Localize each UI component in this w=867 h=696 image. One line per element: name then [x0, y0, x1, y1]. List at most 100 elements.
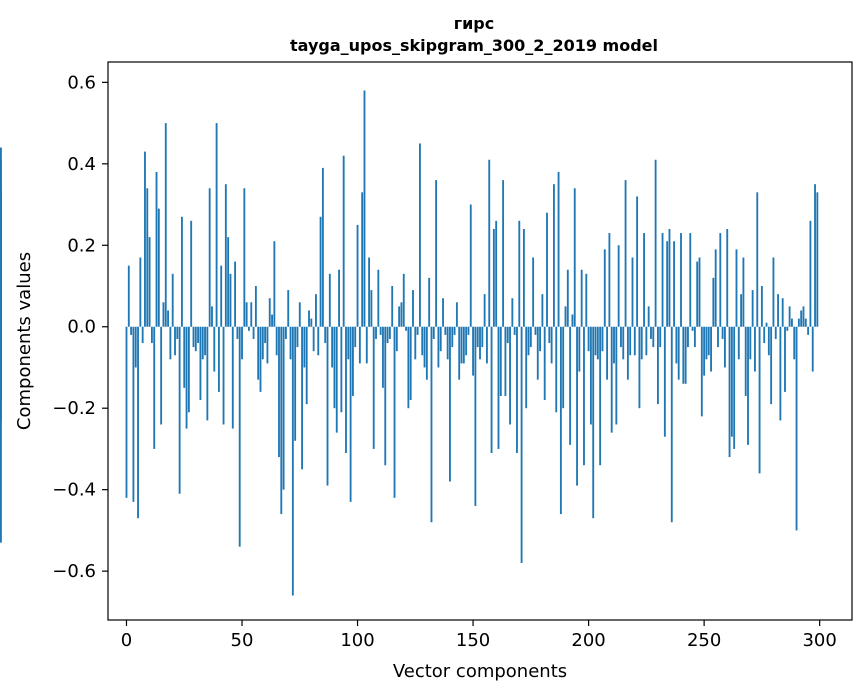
bar-72	[291, 326, 294, 596]
bar-79	[308, 310, 310, 327]
bar-106	[370, 290, 373, 327]
y-tick-label: −0.4	[52, 480, 96, 501]
bar-229	[654, 159, 657, 327]
bar-101	[358, 326, 361, 364]
bar-38	[213, 326, 216, 372]
bar-240	[680, 233, 682, 327]
bar-77	[303, 326, 306, 368]
bar-264	[735, 249, 738, 327]
bar-187	[557, 171, 560, 327]
bar-254	[712, 277, 715, 327]
bar-129	[423, 326, 426, 368]
bar-179	[539, 326, 541, 352]
bar-230	[656, 326, 659, 405]
bar-4	[134, 326, 137, 368]
bar-95	[345, 326, 347, 453]
bar-83	[317, 326, 320, 356]
bar-174	[527, 326, 530, 356]
bar-181	[543, 326, 546, 401]
bar-214	[620, 326, 622, 348]
bar-48	[236, 326, 239, 339]
bar-212	[615, 326, 618, 425]
x-tick-label: 50	[231, 630, 254, 651]
bar-199	[585, 273, 588, 327]
bar-195	[576, 326, 578, 486]
bar-275	[760, 286, 763, 327]
bar-278	[767, 326, 770, 356]
bar-107	[372, 326, 375, 449]
bar-89	[331, 326, 334, 368]
bar-70	[287, 290, 290, 327]
chart-title: гирс	[454, 14, 495, 33]
bar-119	[400, 302, 403, 327]
bar-52	[245, 302, 248, 327]
bar-161	[497, 326, 500, 449]
y-axis-label: Components values	[14, 252, 35, 430]
bar-255	[714, 249, 717, 327]
bar-153	[479, 326, 481, 360]
bar-299	[816, 192, 819, 327]
bar-93	[340, 326, 343, 413]
bar-242	[684, 326, 687, 384]
bar-183	[548, 326, 551, 344]
bar-22	[176, 326, 179, 339]
bar-39	[215, 123, 218, 327]
bar-141	[451, 326, 454, 348]
bar-272	[754, 326, 756, 372]
bar-173	[525, 326, 528, 409]
bar-61	[266, 326, 269, 364]
bar-207	[603, 249, 606, 327]
bar-188	[559, 326, 562, 515]
bar-281	[774, 326, 777, 339]
bar-47	[234, 261, 237, 327]
bar-206	[601, 326, 604, 352]
bar-226	[647, 306, 650, 327]
bar-50	[241, 326, 243, 360]
bar-202	[592, 326, 595, 519]
bar-53	[248, 326, 250, 331]
y-tick-label: 0.2	[67, 235, 96, 256]
bar-25	[183, 326, 186, 388]
y-tick-label: 0.4	[67, 154, 96, 175]
bar-46	[231, 326, 234, 429]
bar-undefined	[0, 147, 2, 327]
bar-99	[354, 326, 357, 348]
bar-26	[185, 326, 188, 429]
bar-127	[419, 143, 421, 327]
bar-220	[633, 326, 636, 356]
bar-146	[462, 326, 465, 364]
bar-205	[599, 326, 602, 466]
bar-177	[534, 326, 537, 335]
bar-55	[252, 326, 255, 339]
bar-192	[569, 326, 572, 445]
bar-143	[455, 302, 458, 327]
bar-123	[409, 326, 412, 401]
bar-69	[284, 326, 287, 339]
bar-91	[335, 326, 338, 433]
bar-57	[257, 326, 260, 380]
x-tick-label: 100	[340, 630, 374, 651]
bar-248	[698, 257, 701, 327]
x-tick-label: 300	[802, 630, 836, 651]
bar-42	[222, 326, 225, 425]
bar-271	[751, 290, 754, 327]
bar-27	[187, 326, 190, 413]
bar-86	[324, 326, 327, 344]
bar-168	[513, 326, 516, 335]
bar-97	[349, 326, 352, 502]
bar-235	[668, 228, 671, 327]
bar-31	[197, 326, 200, 344]
bar-164	[504, 326, 507, 396]
bar-0	[125, 326, 128, 498]
bar-282	[777, 294, 779, 327]
bar-16	[162, 302, 165, 327]
bar-160	[495, 220, 498, 327]
bar-12	[153, 326, 156, 449]
bar-298	[814, 184, 816, 327]
bar-194	[573, 188, 576, 327]
bar-84	[319, 216, 322, 327]
bar-76	[301, 326, 304, 470]
bar-66	[278, 326, 280, 458]
bar-157	[488, 159, 491, 327]
